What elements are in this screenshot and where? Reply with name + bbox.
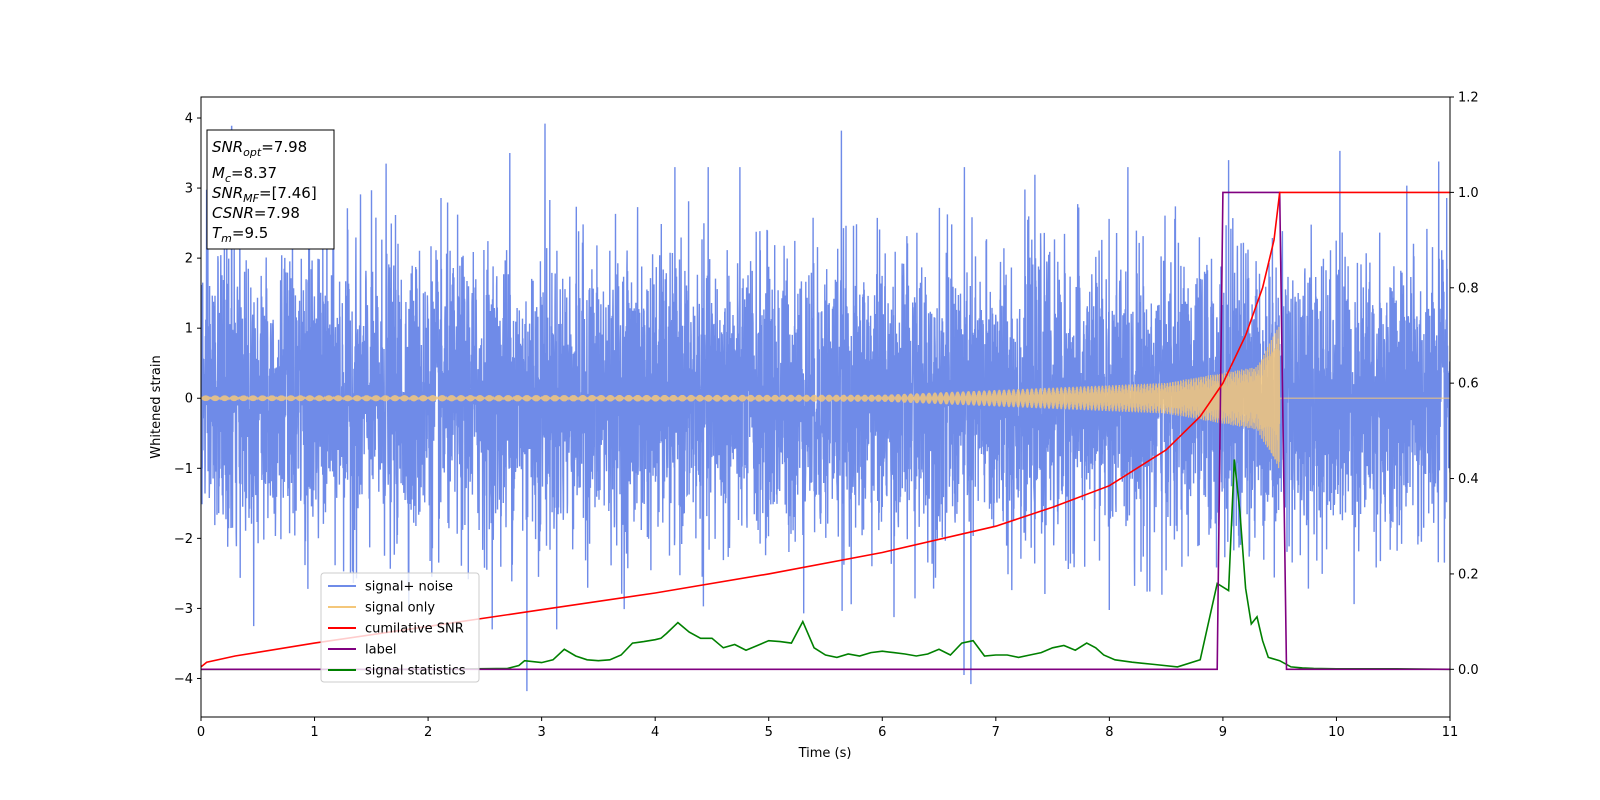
annotation-val: =7.98 xyxy=(254,204,300,222)
annotation-val: =8.37 xyxy=(231,164,277,182)
y2-tick-label: 1.2 xyxy=(1458,91,1479,106)
series-signal-statistics xyxy=(201,459,1450,671)
y-tick-label: 3 xyxy=(185,182,193,197)
annotation-frame xyxy=(206,129,335,250)
annotation-var: CSNR xyxy=(212,204,254,222)
y2-tick-label: 0.8 xyxy=(1458,281,1479,296)
x-tick-label: 9 xyxy=(1219,725,1227,740)
y-tick-label: −1 xyxy=(174,462,193,477)
y-tick-label: −3 xyxy=(174,602,193,617)
annotation-line: SNRopt=7.98 xyxy=(212,138,307,159)
plot-frame xyxy=(200,96,1451,718)
x-tick-label: 5 xyxy=(765,725,773,740)
y-axis-label: Whitened strain xyxy=(149,355,164,458)
x-tick-label: 7 xyxy=(992,725,1000,740)
y-tick-label: −4 xyxy=(174,672,193,687)
legend-label-signal-noise: signal+ noise xyxy=(365,580,453,595)
legend-label-signal-only: signal only xyxy=(365,601,435,616)
annotation-sub: opt xyxy=(243,146,262,159)
x-tick-label: 8 xyxy=(1105,725,1113,740)
x-tick-label: 3 xyxy=(537,725,545,740)
x-tick-label: 10 xyxy=(1328,725,1345,740)
legend-label-signal-statistics: signal statistics xyxy=(365,664,466,679)
x-axis-ticks: 0 1 2 3 4 5 6 7 8 9 10 11 xyxy=(197,717,1458,740)
legend-label-label: label xyxy=(365,643,396,658)
y-tick-label: −2 xyxy=(174,532,193,547)
legend-frame xyxy=(320,572,480,683)
annotation-sub: m xyxy=(221,232,232,245)
y-tick-label: 1 xyxy=(185,322,193,337)
annotation-var: T xyxy=(212,224,223,242)
x-tick-label: 6 xyxy=(878,725,886,740)
annotation-var: SNR xyxy=(212,138,243,156)
x-axis-label: Time (s) xyxy=(798,746,852,761)
annotation-sub: c xyxy=(225,172,231,185)
series-signal-noise xyxy=(201,123,1450,692)
series-label xyxy=(201,191,1450,671)
series-signal-only xyxy=(201,326,1450,469)
x-tick-label: 1 xyxy=(310,725,318,740)
legend-label-cumilative-snr: cumilative SNR xyxy=(365,622,464,637)
x-tick-label: 11 xyxy=(1442,725,1459,740)
y-tick-label: 4 xyxy=(185,112,193,127)
legend: signal+ noise signal only cumilative SNR la… xyxy=(320,572,480,683)
x-tick-label: 0 xyxy=(197,725,205,740)
y-tick-label: 0 xyxy=(185,392,193,407)
annotation-val: =7.98 xyxy=(261,138,307,156)
annotation-line: CSNR=7.98 xyxy=(212,204,300,222)
y2-tick-label: 0.6 xyxy=(1458,377,1479,392)
annotation-val: =9.5 xyxy=(232,224,268,242)
y2-tick-label: 0.2 xyxy=(1458,567,1479,582)
annotation-line: SNRMF=[7.46] xyxy=(212,184,317,205)
y2-tick-label: 0.0 xyxy=(1458,663,1479,678)
annotation-var: SNR xyxy=(212,184,243,202)
annotation-box: SNRopt=7.98Mc=8.37SNRMF=[7.46]CSNR=7.98T… xyxy=(206,129,335,250)
annotation-val: =[7.46] xyxy=(259,184,317,202)
y2-tick-label: 0.4 xyxy=(1458,472,1479,487)
annotation-sub: MF xyxy=(243,192,259,205)
x-tick-label: 2 xyxy=(424,725,432,740)
annotation-var: M xyxy=(212,164,225,182)
y-axis-ticks: −4 −3 −2 −1 0 1 2 3 4 xyxy=(174,112,201,687)
x-tick-label: 4 xyxy=(651,725,659,740)
y-tick-label: 2 xyxy=(185,252,193,267)
y2-axis-ticks: 0.0 0.2 0.4 0.6 0.8 1.0 1.2 xyxy=(1450,91,1479,678)
y2-tick-label: 1.0 xyxy=(1458,186,1479,201)
annotation-line: Tm=9.5 xyxy=(212,224,268,245)
annotation-line: Mc=8.37 xyxy=(212,164,277,185)
